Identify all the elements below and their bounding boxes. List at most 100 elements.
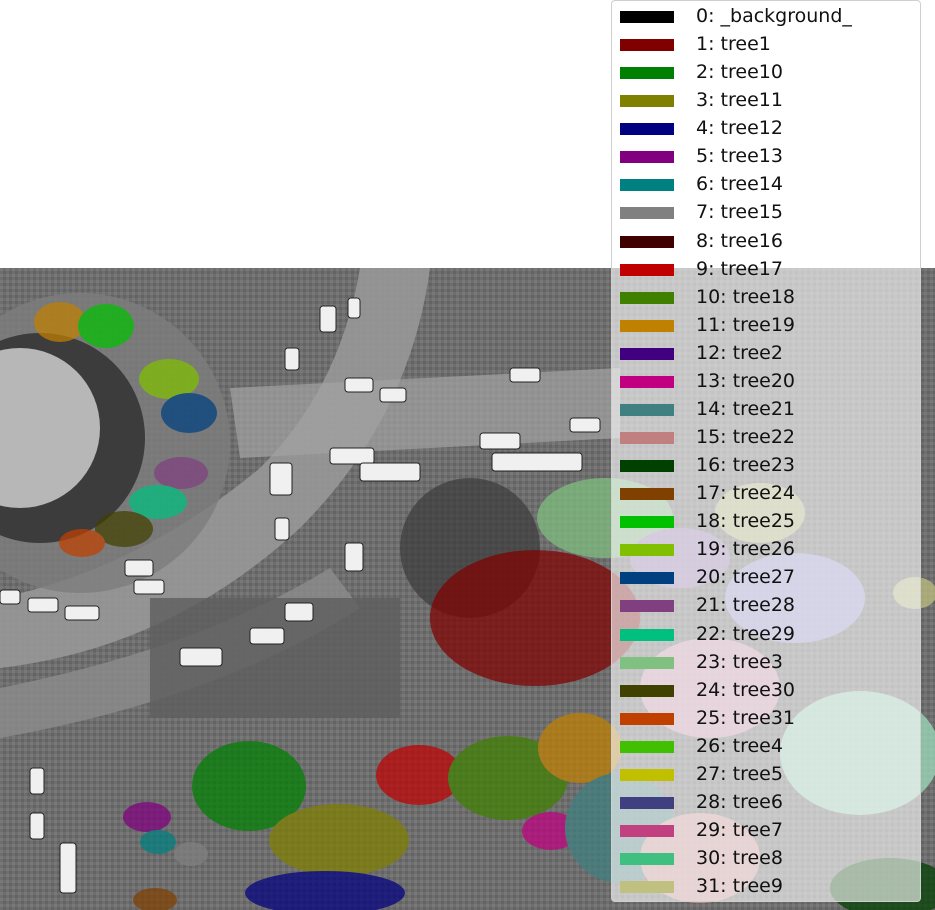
legend-entry: 1: tree1 xyxy=(612,30,922,58)
legend-entry: 22: tree29 xyxy=(612,620,922,648)
legend-label: 12: tree2 xyxy=(696,341,783,364)
legend-swatch xyxy=(620,375,674,388)
legend-entry: 21: tree28 xyxy=(612,591,922,619)
legend-swatch xyxy=(620,11,674,23)
legend-label: 22: tree29 xyxy=(696,622,796,645)
legend-label: 13: tree20 xyxy=(696,369,796,392)
legend-entry: 27: tree5 xyxy=(612,760,922,788)
legend-swatch xyxy=(620,123,674,136)
legend-entry: 5: tree13 xyxy=(612,142,922,170)
legend-label: 10: tree18 xyxy=(696,285,796,308)
legend-swatch xyxy=(620,853,674,866)
legend-label: 8: tree16 xyxy=(696,229,783,252)
tree-mask-tree19 xyxy=(34,302,86,342)
legend-swatch xyxy=(620,572,674,585)
legend-entry: 10: tree18 xyxy=(612,283,922,311)
tree-mask-tree18 xyxy=(448,736,568,820)
legend-label: 5: tree13 xyxy=(696,145,783,168)
legend-entry: 29: tree7 xyxy=(612,816,922,844)
tree-mask-tree1 xyxy=(430,550,640,686)
tree-mask-tree24 xyxy=(133,888,177,910)
legend-entry: 23: tree3 xyxy=(612,648,922,676)
legend-entry: 12: tree2 xyxy=(612,339,922,367)
legend-swatch xyxy=(620,460,674,473)
legend-label: 11: tree19 xyxy=(696,313,796,336)
legend-label: 30: tree8 xyxy=(696,847,783,870)
tree-mask-tree13 xyxy=(123,802,171,832)
legend-swatch xyxy=(620,319,674,332)
legend-label: 18: tree25 xyxy=(696,510,796,533)
legend-swatch xyxy=(620,740,674,753)
legend-swatch xyxy=(620,347,674,360)
tree-mask-tree12 xyxy=(245,871,405,910)
tree-mask-tree29 xyxy=(129,485,187,519)
legend-swatch xyxy=(620,179,674,192)
legend-swatch xyxy=(620,67,674,80)
legend-entry: 2: tree10 xyxy=(612,58,922,86)
legend-swatch xyxy=(620,881,674,894)
legend-entry: 28: tree6 xyxy=(612,788,922,816)
legend-swatch xyxy=(620,39,674,52)
legend-entry: 7: tree15 xyxy=(612,198,922,226)
tree-mask-tree26 xyxy=(139,359,199,399)
legend-swatch xyxy=(620,628,674,641)
legend-swatch xyxy=(620,712,674,725)
legend-label: 16: tree23 xyxy=(696,454,796,477)
tree-mask-tree15 xyxy=(174,842,208,866)
legend-swatch xyxy=(620,263,674,276)
legend-label: 1: tree1 xyxy=(696,33,771,56)
legend-label: 0: _background_ xyxy=(696,5,852,27)
legend-label: 7: tree15 xyxy=(696,201,783,224)
legend-entry: 0: _background_ xyxy=(612,2,922,30)
legend-label: 2: tree10 xyxy=(696,61,783,84)
legend-entry: 13: tree20 xyxy=(612,367,922,395)
tree-mask-tree10 xyxy=(192,741,306,831)
legend-label: 25: tree31 xyxy=(696,706,796,729)
legend-swatch xyxy=(620,95,674,108)
legend-label: 15: tree22 xyxy=(696,426,796,449)
legend-label: 3: tree11 xyxy=(696,89,783,112)
legend-entry: 16: tree23 xyxy=(612,451,922,479)
legend-swatch xyxy=(620,432,674,445)
legend-swatch xyxy=(620,488,674,501)
legend-entry: 17: tree24 xyxy=(612,479,922,507)
legend-swatch xyxy=(620,207,674,220)
plaza-center xyxy=(0,348,100,508)
legend-swatch xyxy=(620,768,674,781)
legend-swatch xyxy=(620,544,674,557)
legend-entry: 18: tree25 xyxy=(612,507,922,535)
legend-label: 6: tree14 xyxy=(696,173,783,196)
tree-mask-tree17 xyxy=(376,745,462,805)
legend-swatch xyxy=(620,600,674,613)
legend-label: 26: tree4 xyxy=(696,734,783,757)
legend-entry: 25: tree31 xyxy=(612,704,922,732)
tree-mask-tree31 xyxy=(59,529,105,557)
legend-swatch xyxy=(620,235,674,248)
legend-entry: 9: tree17 xyxy=(612,255,922,283)
legend-label: 29: tree7 xyxy=(696,819,783,842)
legend-label: 27: tree5 xyxy=(696,762,783,785)
tree-mask-tree14 xyxy=(140,830,176,854)
legend-entry: 31: tree9 xyxy=(612,872,922,900)
legend-entry: 30: tree8 xyxy=(612,844,922,872)
legend-entry: 20: tree27 xyxy=(612,563,922,591)
road-horizontal xyxy=(230,368,620,458)
legend-entry: 19: tree26 xyxy=(612,535,922,563)
legend-label: 19: tree26 xyxy=(696,538,796,561)
tree-mask-tree30 xyxy=(95,511,153,547)
legend-entry: 11: tree19 xyxy=(612,311,922,339)
legend-label: 20: tree27 xyxy=(696,566,796,589)
legend-entry: 4: tree12 xyxy=(612,114,922,142)
legend-swatch xyxy=(620,825,674,838)
legend-entry: 14: tree21 xyxy=(612,395,922,423)
legend-swatch xyxy=(620,516,674,529)
legend-entry: 24: tree30 xyxy=(612,676,922,704)
legend-label: 31: tree9 xyxy=(696,875,783,898)
legend-swatch xyxy=(620,796,674,809)
legend-entry: 8: tree16 xyxy=(612,227,922,255)
legend-label: 23: tree3 xyxy=(696,650,783,673)
tree-mask-tree27 xyxy=(161,393,217,433)
legend-swatch xyxy=(620,291,674,304)
tree-mask-tree25 xyxy=(78,304,134,348)
vehicles xyxy=(0,297,601,894)
